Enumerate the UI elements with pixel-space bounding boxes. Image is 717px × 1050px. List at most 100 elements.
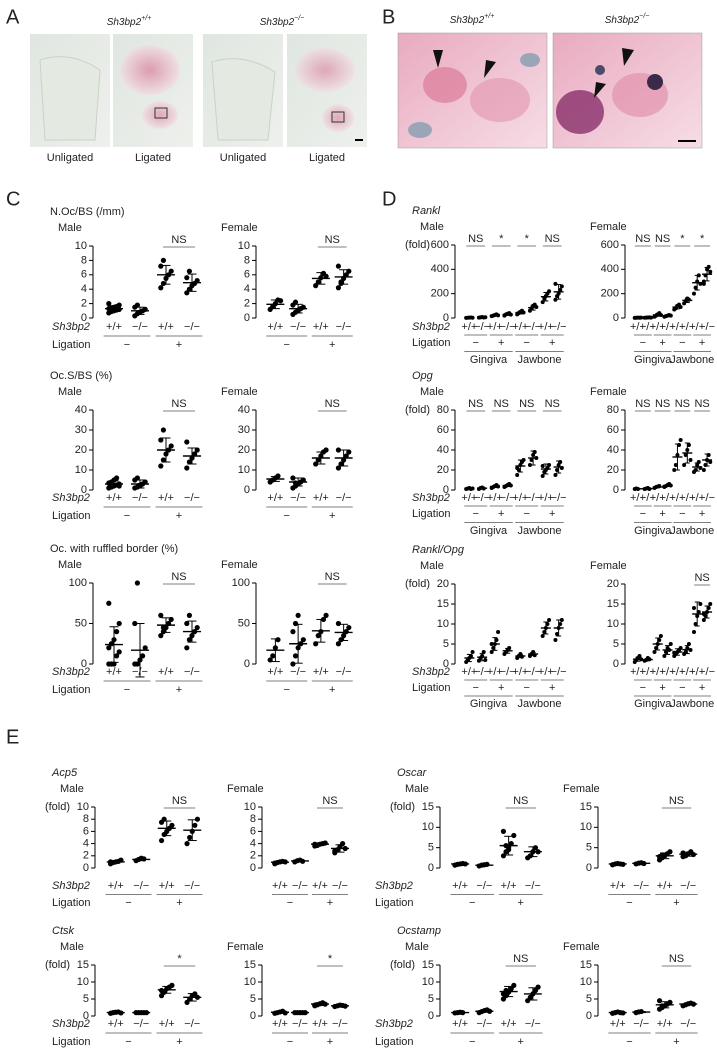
image-caption: Ligated xyxy=(309,152,345,164)
row-label: Ligation xyxy=(412,337,451,349)
data-point xyxy=(158,612,164,619)
significance-label: NS xyxy=(172,795,187,807)
image-caption: Unligated xyxy=(47,152,93,164)
ligation-label: − xyxy=(626,897,632,909)
data-point xyxy=(511,832,517,839)
data-point xyxy=(708,460,713,464)
chart-subtitle: Male xyxy=(58,222,82,234)
y-tick-label: 50 xyxy=(75,617,87,629)
x-tick-label: +/+ xyxy=(512,666,528,678)
ligation-label: + xyxy=(176,510,182,522)
data-point xyxy=(346,449,352,455)
genotype-label: Sh3bp2−/− xyxy=(260,15,305,28)
ligation-label: + xyxy=(699,337,705,349)
ligation-label: + xyxy=(176,684,182,696)
data-point xyxy=(186,612,192,619)
ligation-label: − xyxy=(679,337,685,349)
ligation-label: − xyxy=(124,339,130,351)
x-tick-label: +/+ xyxy=(461,492,477,504)
y-tick-label: 2 xyxy=(83,850,89,862)
tissue-label: Gingiva xyxy=(634,525,672,537)
data-point xyxy=(194,447,200,453)
x-tick-label: +/+ xyxy=(650,321,666,333)
y-tick-label: 8 xyxy=(83,813,89,825)
data-point xyxy=(515,473,520,477)
data-point xyxy=(553,473,558,477)
y-tick-label: 4 xyxy=(244,283,250,295)
data-point xyxy=(168,443,174,449)
ligation-label: − xyxy=(284,684,290,696)
data-point xyxy=(114,653,120,659)
data-point xyxy=(338,279,344,285)
x-tick-label: +/+ xyxy=(650,666,666,678)
data-point xyxy=(160,457,166,463)
significance-label: * xyxy=(680,233,685,245)
chart-title: Oc.S/BS (%) xyxy=(50,370,112,382)
tissue-label: Jawbone xyxy=(670,354,714,366)
chart-subtitle: Male xyxy=(58,559,82,571)
data-point xyxy=(323,273,329,279)
data-point xyxy=(194,816,201,822)
x-tick-label: +/+ xyxy=(106,492,122,504)
row-label: Sh3bp2 xyxy=(412,666,450,678)
ligation-label: − xyxy=(125,897,131,909)
y-tick-label: 0 xyxy=(244,484,250,496)
y-tick-label: 0 xyxy=(443,484,449,496)
image-caption: Ligated xyxy=(135,152,171,164)
data-point xyxy=(527,463,532,467)
data-point xyxy=(292,299,299,305)
x-tick-label: +/+ xyxy=(461,321,477,333)
data-point xyxy=(521,458,526,462)
x-tick-label: −/− xyxy=(660,666,676,678)
chart-subtitle: Female xyxy=(221,386,258,398)
x-tick-label: +/+ xyxy=(512,492,528,504)
data-point xyxy=(186,637,192,643)
data-point xyxy=(701,468,706,472)
x-tick-label: −/− xyxy=(525,492,541,504)
x-tick-label: −/− xyxy=(292,880,308,892)
y-tick-label: 10 xyxy=(422,821,434,833)
y-tick-label: 400 xyxy=(601,263,619,275)
significance-label: NS xyxy=(325,234,340,246)
x-tick-label: +/+ xyxy=(158,321,174,333)
data-point xyxy=(186,459,192,465)
data-point xyxy=(545,622,550,626)
data-point xyxy=(106,301,112,307)
chart-subtitle: Female xyxy=(590,221,627,233)
ligation-label: − xyxy=(469,1036,475,1048)
data-point xyxy=(667,999,673,1006)
data-point xyxy=(335,620,342,627)
data-point xyxy=(691,291,696,296)
x-tick-label: −/− xyxy=(290,321,306,333)
data-point xyxy=(652,650,657,654)
x-tick-label: −/− xyxy=(332,1018,348,1030)
data-point xyxy=(116,620,122,627)
ligation-label: + xyxy=(329,684,335,696)
row-label: Ligation xyxy=(412,682,451,694)
tissue-label: Jawbone xyxy=(517,525,561,537)
significance-label: NS xyxy=(325,398,340,410)
ligation-label: + xyxy=(498,337,504,349)
chart-subtitle: Male xyxy=(420,221,444,233)
x-tick-label: +/+ xyxy=(106,321,122,333)
x-tick-label: +/+ xyxy=(538,321,554,333)
ligation-label: − xyxy=(524,508,530,520)
data-point xyxy=(540,464,545,468)
x-tick-label: −/− xyxy=(680,880,696,892)
data-point xyxy=(691,606,696,610)
significance-label: NS xyxy=(655,233,670,245)
y-tick-label: 0 xyxy=(81,484,87,496)
tissue-label: Gingiva xyxy=(470,698,508,710)
ligation-label: − xyxy=(287,897,293,909)
data-point xyxy=(187,834,193,841)
data-point xyxy=(693,285,698,290)
chart-subtitle: Male xyxy=(420,386,444,398)
y-tick-label: 10 xyxy=(238,464,250,476)
y-tick-label: 0 xyxy=(613,658,619,670)
x-tick-label: −/− xyxy=(699,492,715,504)
y-tick-label: 5 xyxy=(586,993,592,1005)
chart-subtitle: Female xyxy=(221,559,258,571)
row-label: Sh3bp2 xyxy=(375,880,413,892)
data-point xyxy=(292,480,299,486)
x-tick-label: +/+ xyxy=(108,1018,124,1030)
